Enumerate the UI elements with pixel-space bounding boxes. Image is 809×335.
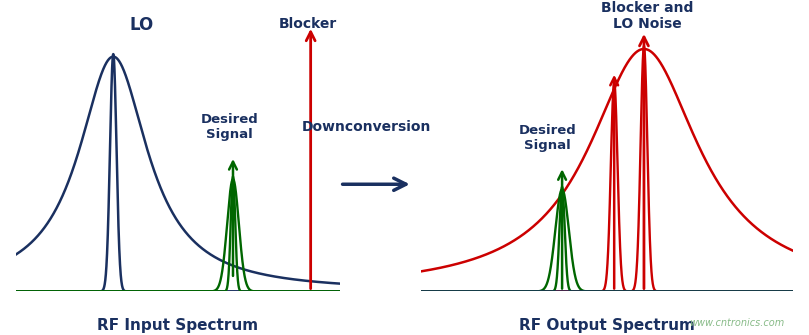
Text: RF Output Spectrum: RF Output Spectrum <box>519 318 695 333</box>
Text: RF Input Spectrum: RF Input Spectrum <box>97 318 259 333</box>
Text: Blocker: Blocker <box>278 17 337 31</box>
Text: Downconversion: Downconversion <box>302 120 431 134</box>
Text: www.cntronics.com: www.cntronics.com <box>689 318 785 328</box>
Text: Desired
Signal: Desired Signal <box>201 113 259 141</box>
Text: LO: LO <box>129 16 154 34</box>
Text: Desired
Signal: Desired Signal <box>519 124 576 152</box>
Text: Blocker and
LO Noise: Blocker and LO Noise <box>602 1 694 31</box>
